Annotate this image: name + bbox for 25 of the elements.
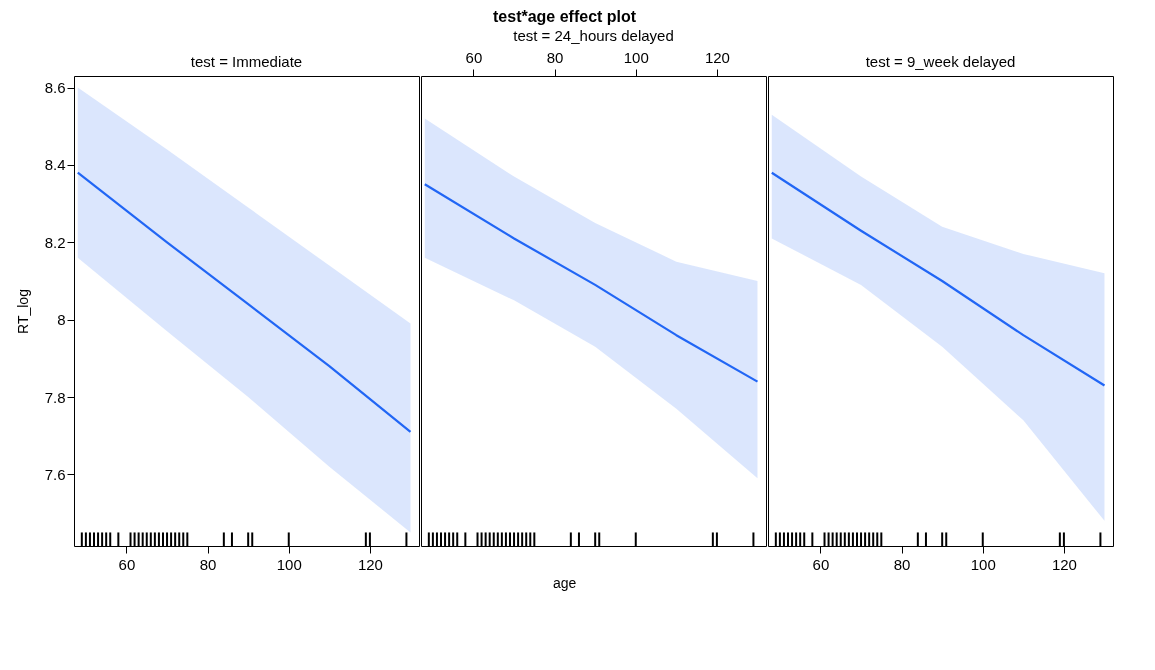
y-tick-label: 8 [57,311,66,329]
x-tick-label: 60 [812,555,830,573]
x-tick-label: 80 [546,48,564,66]
y-tick-label: 8.2 [44,233,66,251]
x-tick-label: 100 [970,555,996,573]
x-tick-label: 120 [704,48,730,66]
x-tick-label: 100 [623,48,649,66]
y-tick-label: 7.8 [44,388,66,406]
x-axis-title: age [552,574,577,591]
line-series [76,171,412,433]
y-tick-label: 8.4 [44,156,66,174]
chart-subtitle: test = 9_week delayed [865,53,1016,70]
x-tick-label: 60 [118,555,136,573]
chart-subtitle: test = Immediate [190,53,303,70]
y-tick-label: 7.6 [44,465,66,483]
y-tick-label: 8.6 [44,79,66,97]
x-tick-label: 120 [357,555,383,573]
x-tick-label: 120 [1051,555,1077,573]
x-tick-label: 80 [199,555,217,573]
x-tick-label: 60 [465,48,483,66]
x-tick-label: 80 [893,555,911,573]
chart-subtitle: test = 24_hours delayed [513,27,674,44]
y-axis-title: RT_log [14,289,31,334]
chart-title: test*age effect plot [493,7,637,25]
x-tick-label: 100 [276,555,302,573]
